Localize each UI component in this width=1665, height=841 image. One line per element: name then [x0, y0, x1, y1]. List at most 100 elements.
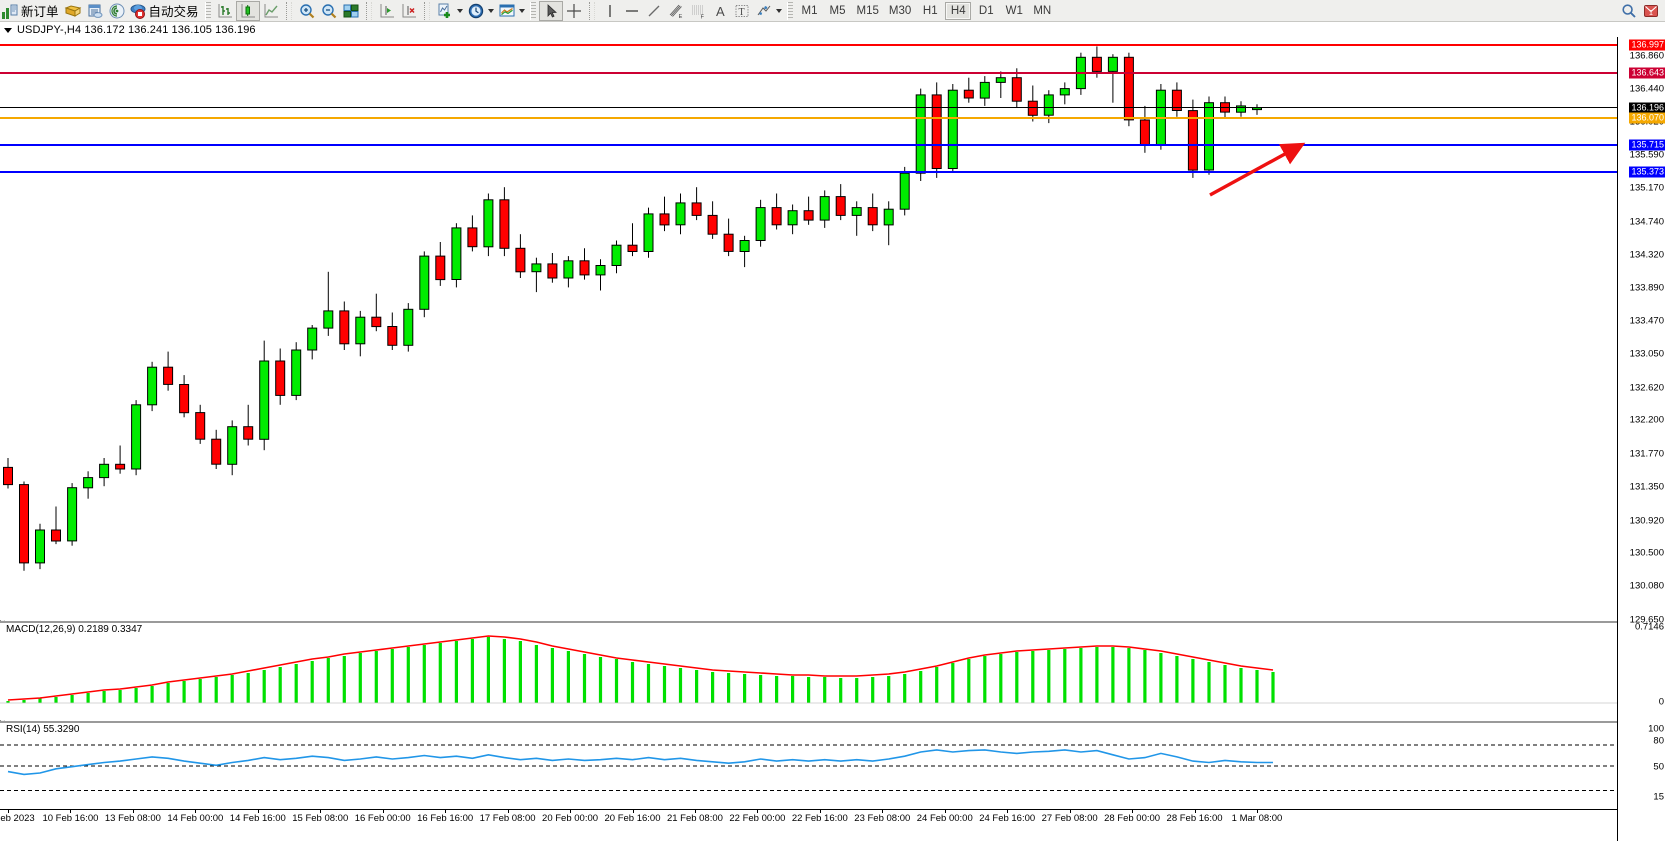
time-tick-mark: [757, 810, 759, 813]
cursor-button[interactable]: [538, 0, 563, 21]
equidistant-channel-icon: E: [669, 4, 682, 20]
text-button[interactable]: A: [709, 1, 731, 21]
tile-windows-button[interactable]: [340, 1, 362, 21]
timeframe-m5[interactable]: M5: [829, 4, 846, 17]
vertical-line-button[interactable]: [599, 1, 621, 21]
crosshair-button[interactable]: [563, 1, 585, 21]
broadcast-button[interactable]: [106, 1, 128, 21]
chart-shift-button[interactable]: [376, 1, 398, 21]
chart-canvas[interactable]: MACD(12,26,9) 0.2189 0.3347 RSI(14) 55.3…: [0, 37, 1665, 841]
timeframe-m30[interactable]: M30: [888, 4, 912, 17]
chart-symbol-header: USDJPY-,H4 136.172 136.241 136.105 136.1…: [0, 23, 1665, 37]
timeframe-m15[interactable]: M15: [856, 4, 879, 17]
support-blue-lower[interactable]: [0, 171, 1617, 174]
indicators-button[interactable]: [434, 1, 456, 21]
resistance-line-label: 136.997: [1629, 39, 1665, 51]
price-tick-label: 136.440: [1629, 83, 1664, 95]
bar-chart-icon: [218, 3, 232, 17]
time-tick-mark: [195, 810, 197, 813]
time-tick-label: 15 Feb 08:00: [292, 813, 349, 824]
line-chart-button[interactable]: [260, 1, 282, 21]
autotrading-button[interactable]: 自动交易: [128, 1, 202, 21]
data-window-button[interactable]: [84, 1, 106, 21]
indicators-dropdown-caret[interactable]: [456, 2, 465, 20]
time-tick-mark: [1257, 810, 1258, 813]
time-tick-mark: [132, 810, 134, 813]
toolbar-grip-2[interactable]: [529, 1, 536, 20]
time-tick-label: 23 Feb 08:00: [854, 813, 911, 824]
chart-menu-caret-icon[interactable]: [4, 27, 12, 33]
time-tick-mark: [70, 810, 72, 813]
text-label-button[interactable]: T: [731, 1, 753, 21]
objects-dropdown-caret[interactable]: [775, 2, 784, 20]
time-tick-label: 21 Feb 08:00: [666, 813, 723, 824]
resistance-red-upper[interactable]: [0, 44, 1617, 47]
price-pane[interactable]: [0, 37, 1617, 620]
rsi-pane[interactable]: RSI(14) 55.3290: [0, 723, 1617, 809]
price-candles-svg: [3, 46, 1262, 571]
current-price-label: 136.196: [1629, 102, 1665, 114]
support-blue-upper[interactable]: [0, 144, 1617, 147]
new-order-button[interactable]: 新订单: [0, 1, 62, 21]
current-price-black[interactable]: [0, 106, 1617, 108]
timeframe-d1[interactable]: D1: [978, 4, 994, 17]
notification-icon: 1: [1644, 4, 1658, 17]
period-dropdown-caret[interactable]: [487, 2, 496, 20]
objects-button[interactable]: [753, 1, 775, 21]
auto-scroll-button[interactable]: [398, 1, 420, 21]
toolbar-grip-1[interactable]: [204, 1, 211, 20]
pivot-orange[interactable]: [0, 116, 1617, 119]
folder-icon: [64, 4, 81, 17]
search-button[interactable]: [1618, 1, 1640, 21]
bar-chart-button[interactable]: [214, 1, 236, 21]
templates-dropdown-caret[interactable]: [518, 2, 527, 20]
resistance-crimson[interactable]: [0, 71, 1617, 74]
price-tick-label: 130.500: [1629, 547, 1664, 559]
timeframe-m1[interactable]: M1: [801, 4, 818, 17]
time-tick-label: 27 Feb 08:00: [1041, 813, 1098, 824]
price-scale[interactable]: 136.860136.440136.020135.590135.170134.7…: [1617, 37, 1665, 841]
broadcast-icon: [109, 3, 125, 18]
indicators-icon: [438, 3, 450, 18]
toolbar-grip-3[interactable]: [786, 1, 793, 20]
time-scale[interactable]: 10 Feb 2023 10 Feb 16:00 13 Feb 08:00 14 Fe…: [0, 809, 1617, 841]
trendline-button[interactable]: [643, 1, 665, 21]
support-line-label: 135.715: [1629, 139, 1665, 151]
time-tick-label: 17 Feb 08:00: [479, 813, 536, 824]
time-tick-label: 28 Feb 00:00: [1104, 813, 1161, 824]
new-order-label: 新订单: [21, 4, 59, 19]
zoom-out-icon: [321, 3, 336, 18]
folder-button[interactable]: [62, 1, 84, 21]
price-tick-label: 134.320: [1629, 249, 1664, 261]
time-tick-mark: [570, 810, 572, 813]
pane-separator-macd: [0, 621, 1617, 623]
candlestick-chart-button[interactable]: [235, 0, 260, 21]
timeframe-h1[interactable]: H1: [922, 4, 938, 17]
timeframe-mn[interactable]: MN: [1033, 4, 1052, 17]
toolbar-separator-4: [588, 1, 595, 20]
timeframe-group: M1 M5 M15 M30 H1 H4 D1 W1 MN: [796, 1, 1057, 20]
rsi-tick-label: 80: [1653, 735, 1664, 747]
templates-button[interactable]: [496, 1, 518, 21]
period-button[interactable]: [465, 1, 487, 21]
line-chart-icon: [264, 3, 278, 17]
timeframe-w1[interactable]: W1: [1005, 4, 1023, 17]
macd-pane[interactable]: MACD(12,26,9) 0.2189 0.3347: [0, 623, 1617, 720]
bullish-arrow-annotation[interactable]: [0, 37, 1617, 620]
fibonacci-button[interactable]: F: [687, 1, 709, 21]
price-tick-label: 129.650: [1629, 614, 1664, 626]
timeframe-h4[interactable]: H4: [945, 1, 972, 20]
equidistant-channel-button[interactable]: E: [665, 1, 687, 21]
zoom-out-button[interactable]: [318, 1, 340, 21]
price-tick-label: 132.620: [1629, 382, 1664, 394]
rsi-tick-label: 100: [1648, 723, 1664, 735]
text-icon: A: [716, 4, 725, 19]
time-tick-label: 24 Feb 16:00: [979, 813, 1036, 824]
zoom-in-button[interactable]: [296, 1, 318, 21]
rsi-tick-label: 50: [1653, 761, 1664, 773]
notification-button[interactable]: 1: [1640, 1, 1662, 21]
horizontal-line-button[interactable]: [621, 1, 643, 21]
time-tick-mark: [507, 810, 509, 813]
time-tick-label: 22 Feb 00:00: [729, 813, 786, 824]
